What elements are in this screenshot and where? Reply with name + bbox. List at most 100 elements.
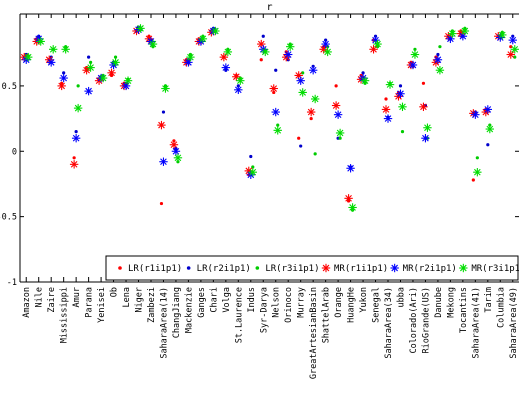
data-point-star [483, 105, 493, 114]
star-stroke [434, 56, 442, 64]
legend-marker [390, 263, 399, 273]
data-point-star [284, 50, 293, 59]
x-tick-label: Chari [209, 287, 219, 313]
data-point-star [335, 128, 345, 138]
data-point [274, 68, 278, 72]
x-tick-label: St.Laurence [234, 287, 244, 343]
data-point-star [333, 110, 343, 119]
star-stroke [347, 164, 354, 172]
data-point-star [73, 103, 83, 113]
data-point-star [171, 147, 181, 156]
y-tick-label: -0.5 [0, 213, 17, 223]
star-stroke [399, 103, 406, 111]
data-point-star [111, 58, 120, 67]
legend-item: MR(r3i1p1) [459, 263, 519, 274]
data-point [249, 154, 253, 159]
x-tick-label: Amur [72, 287, 82, 307]
data-point-star [398, 102, 407, 112]
data-point-star [24, 52, 33, 62]
star-stroke [382, 106, 390, 113]
data-point [438, 45, 442, 49]
data-point-star [159, 157, 168, 166]
star-stroke [449, 30, 456, 37]
x-tick-label: Orinoco [284, 287, 294, 323]
star-stroke [498, 31, 506, 39]
star-stroke [108, 69, 115, 77]
star-stroke [286, 43, 294, 51]
star-stroke [85, 87, 92, 95]
x-tick-label: Nile [35, 287, 45, 307]
x-tick-label: Mackenzie [184, 287, 194, 333]
data-point-star [331, 101, 341, 110]
data-marks [20, 24, 519, 212]
star-stroke [222, 64, 230, 71]
data-point [309, 116, 313, 121]
star-stroke [49, 45, 57, 53]
data-point-star [296, 76, 305, 85]
data-point [384, 97, 388, 101]
star-stroke [297, 77, 305, 85]
star-stroke [391, 264, 398, 272]
star-stroke [386, 81, 394, 88]
data-point [89, 60, 93, 64]
data-point [76, 84, 80, 88]
star-stroke [70, 161, 78, 168]
star-stroke [172, 147, 180, 155]
data-point-star [86, 63, 95, 72]
series-MR(r3i1p1) [24, 24, 519, 212]
star-stroke [236, 77, 244, 85]
star-stroke [187, 53, 194, 61]
data-point [334, 84, 338, 88]
star-stroke [474, 168, 481, 176]
data-point-star [136, 24, 145, 33]
data-point [299, 144, 303, 148]
data-point-star [219, 52, 229, 62]
star-stroke [436, 66, 444, 74]
star-stroke [74, 104, 82, 112]
data-point-star [360, 76, 370, 85]
star-stroke [374, 40, 381, 48]
star-stroke [411, 51, 419, 58]
plot-area: r -1 -0.5 0 0.5 AmazonNileZaireMississippiAmu… [0, 2, 519, 379]
data-point [301, 71, 305, 75]
data-point-star [46, 58, 56, 67]
data-point-star [485, 124, 495, 134]
data-point [338, 136, 342, 140]
star-stroke [384, 115, 392, 122]
data-point [259, 58, 263, 62]
data-point-star [506, 50, 515, 59]
star-stroke [311, 95, 319, 103]
legend-marker [186, 266, 191, 270]
star-stroke [460, 264, 467, 272]
x-tick-label: Mississippi [60, 287, 70, 343]
data-point-star [298, 88, 307, 97]
data-point [159, 201, 164, 206]
data-point-star [273, 126, 282, 135]
legend-item: MR(r2i1p1) [390, 263, 457, 274]
x-tick-label: SaharaArea(41) [471, 287, 481, 359]
x-tick-label: SaharaArea(14) [159, 287, 169, 359]
data-point-star [186, 52, 195, 62]
x-tick-label: Amazon [22, 287, 32, 318]
data-point-star [98, 73, 108, 83]
x-tick-label: Orange [334, 287, 344, 318]
x-tick-label: ShattelArab [322, 287, 332, 343]
data-point-star [69, 160, 79, 169]
y-tick-label: 0 [12, 147, 17, 157]
data-point-star [59, 73, 68, 83]
x-tick-label: Zaire [47, 287, 57, 313]
star-stroke [295, 72, 303, 79]
data-point-star [369, 45, 378, 54]
data-point-star [107, 68, 116, 78]
star-stroke [324, 48, 331, 56]
x-tick-label: Mekong [446, 287, 456, 318]
star-stroke [62, 45, 69, 53]
x-tick-label: Parana [85, 287, 95, 318]
star-stroke [309, 66, 317, 74]
data-point [436, 52, 440, 57]
data-point-star [61, 45, 70, 54]
star-stroke [170, 141, 178, 149]
data-point-star [498, 30, 507, 40]
star-stroke [472, 111, 479, 118]
